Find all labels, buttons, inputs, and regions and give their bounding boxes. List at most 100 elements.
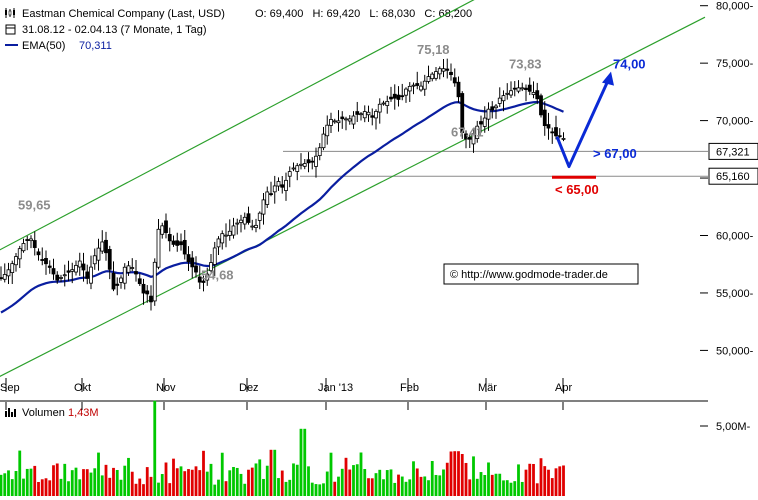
candle-body xyxy=(107,249,112,270)
candle-body xyxy=(362,111,367,119)
y-tick-label: 55,000- xyxy=(716,288,754,300)
volume-bar xyxy=(183,471,187,496)
candle-body xyxy=(212,247,217,265)
candle-body xyxy=(104,239,108,254)
volume-bar xyxy=(160,474,164,496)
volume-bar xyxy=(460,454,464,496)
support-lines xyxy=(283,150,708,177)
candle-body xyxy=(419,85,423,91)
volume-bar xyxy=(359,452,363,496)
candle-body xyxy=(557,135,562,138)
candle-body xyxy=(0,277,3,280)
volume-bar xyxy=(400,476,404,496)
forecast-path xyxy=(555,80,610,169)
volume-bar xyxy=(412,461,415,496)
candle-body xyxy=(377,103,382,113)
volume-bar xyxy=(430,461,434,496)
candle-body xyxy=(32,240,37,248)
candle-body xyxy=(77,260,82,268)
price-annotations: 59,65 54,68 75,18 73,83 67,41 74,00 > 67,00 < 6… xyxy=(18,42,646,283)
candle-body xyxy=(100,241,105,252)
candle-body xyxy=(531,92,536,95)
candle-body xyxy=(40,259,45,261)
volume-bar xyxy=(10,479,14,496)
candle-body xyxy=(407,85,412,92)
volume-bar xyxy=(524,469,528,496)
annotation-blue: > 67,00 xyxy=(593,146,637,161)
candle-body xyxy=(355,111,360,115)
volume-bar xyxy=(367,478,370,496)
x-tick-label: Dez xyxy=(239,382,259,394)
candle-body xyxy=(359,113,363,116)
candle-body xyxy=(441,68,446,72)
candle-body xyxy=(194,265,198,273)
channel-upper-line xyxy=(0,0,475,251)
volume-bar xyxy=(149,476,153,496)
candle-body xyxy=(122,266,127,284)
candle-body xyxy=(272,185,277,193)
ema-50-polyline xyxy=(0,100,564,314)
volume-bar xyxy=(119,479,123,496)
volume-bar xyxy=(442,469,445,496)
volume-bar xyxy=(303,428,307,496)
candle-body xyxy=(179,241,183,246)
candle-body xyxy=(486,108,491,120)
volume-bar xyxy=(67,481,70,496)
volume-bar xyxy=(280,470,284,496)
candle-body xyxy=(6,269,11,277)
copyright-text[interactable]: © http://www.godmode-trader.de xyxy=(450,269,608,281)
candle-body xyxy=(257,212,262,221)
candle-body xyxy=(295,165,300,172)
volume-bar xyxy=(505,480,509,496)
ema-legend-value: 70,311 xyxy=(79,40,112,52)
candle-body xyxy=(527,84,532,92)
volume-bar xyxy=(100,475,104,496)
volume-bar xyxy=(243,483,247,496)
candle-body xyxy=(145,290,150,295)
candle-body xyxy=(216,238,221,248)
candle-body xyxy=(29,238,33,242)
candle-body xyxy=(302,163,307,167)
volume-bar xyxy=(14,471,18,496)
candle-body xyxy=(306,159,311,164)
candle-body xyxy=(344,118,348,121)
candle-body xyxy=(167,234,172,242)
volume-bar xyxy=(550,478,554,496)
price-tag-label: 67,321 xyxy=(716,146,750,158)
x-tick-label: Sep xyxy=(0,382,20,394)
candle-body xyxy=(111,272,116,290)
copyright-box[interactable]: © http://www.godmode-trader.de xyxy=(443,263,639,285)
volume-bar xyxy=(314,484,318,496)
volume-bar xyxy=(220,452,224,496)
candle-body xyxy=(10,263,15,273)
candle-body xyxy=(160,225,165,235)
ema-50-line xyxy=(0,100,564,314)
candle-body xyxy=(66,270,71,273)
volume-bar xyxy=(209,463,213,496)
x-tick-label: Mär xyxy=(478,382,497,394)
candle-body xyxy=(14,256,18,266)
candle-body xyxy=(505,92,510,95)
volume-bar xyxy=(138,478,142,496)
candle-body xyxy=(445,68,450,71)
candle-body xyxy=(374,111,378,119)
candle-body xyxy=(250,225,255,228)
volume-bar xyxy=(74,467,78,496)
candle-body xyxy=(261,199,266,215)
candle-body xyxy=(284,179,288,191)
volume-bar xyxy=(562,465,565,496)
volume-bar xyxy=(70,470,74,496)
candle-body xyxy=(59,277,63,279)
candle-body xyxy=(141,283,146,294)
volume-bar xyxy=(352,465,355,496)
candle-body xyxy=(524,87,528,90)
volume-bar xyxy=(464,462,468,496)
volume-bar xyxy=(419,476,423,496)
volume-bar xyxy=(468,479,472,496)
volume-bar xyxy=(85,469,89,496)
candle-body xyxy=(70,269,75,272)
candle-body xyxy=(205,273,210,281)
candle-body xyxy=(182,239,187,255)
candle-body xyxy=(396,94,401,100)
volume-bar xyxy=(29,468,33,496)
